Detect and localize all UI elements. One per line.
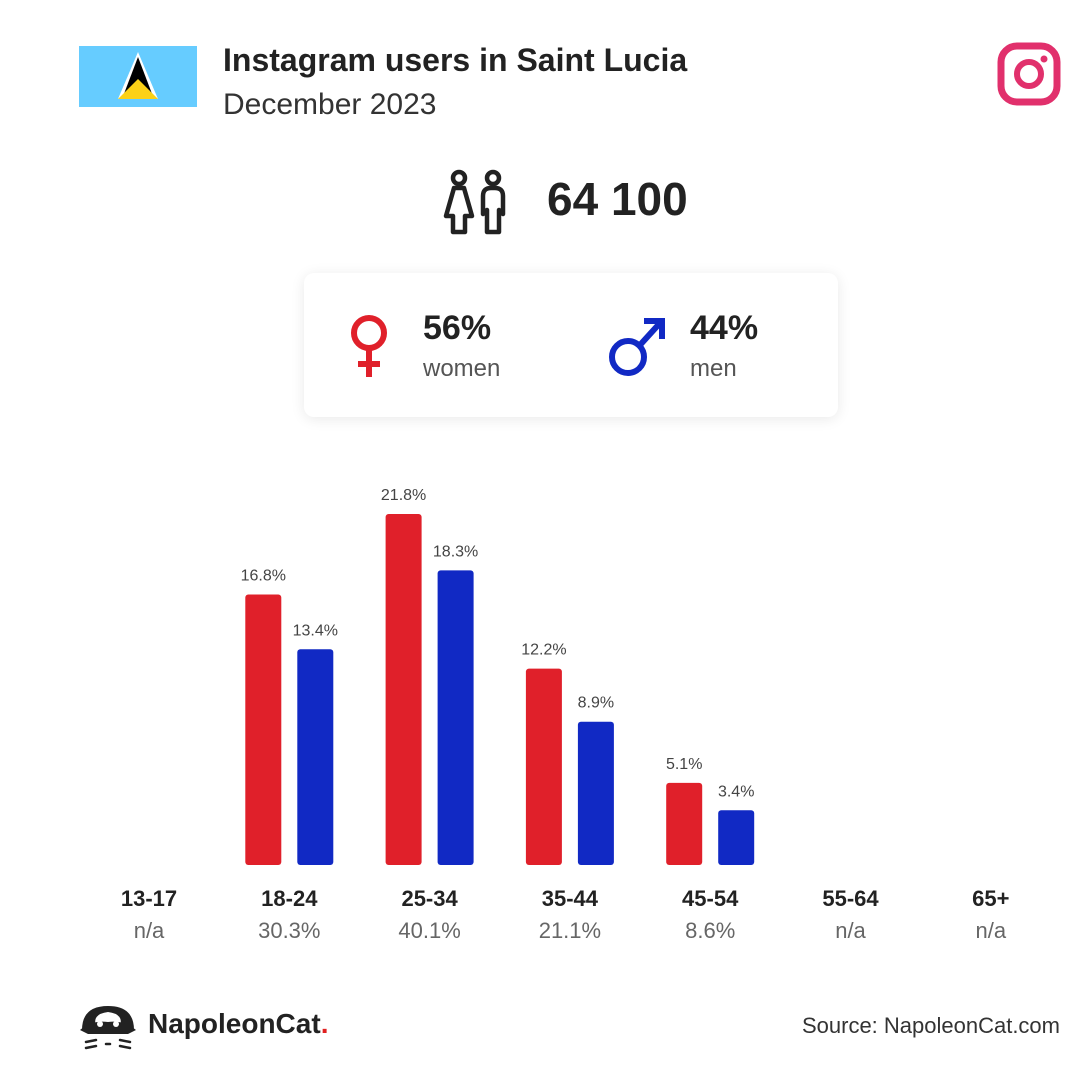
category-label-65+: 65+ (972, 886, 1009, 911)
age-gender-bar-chart: 13-17 n/a 16.8% 13.4% 18-24 30.3% 21.8% 18.3% 25… (121, 487, 1010, 943)
source-credit: Source: NapoleonCat.com (801, 1013, 1060, 1038)
bar-label-men-35-44: 8.9% (578, 695, 614, 712)
page-title: Instagram users in Saint Lucia (223, 42, 688, 78)
bar-women-45-54 (666, 782, 703, 865)
people-icon (443, 169, 506, 235)
men-percent: 44% (690, 309, 759, 347)
bar-label-women-18-24: 16.8% (241, 568, 286, 585)
bar-label-women-45-54: 5.1% (666, 756, 702, 773)
napoleoncat-logo-icon (80, 1006, 136, 1050)
category-label-55-64: 55-64 (822, 886, 879, 911)
bar-label-men-45-54: 3.4% (718, 783, 754, 800)
women-label: women (423, 355, 501, 382)
napoleoncat-brand: NapoleonCat. (148, 1008, 328, 1040)
female-symbol-icon (351, 315, 387, 377)
bar-women-35-44 (525, 668, 562, 865)
category-total-18-24: 30.3% (258, 918, 320, 943)
category-label-35-44: 35-44 (542, 886, 599, 911)
bar-men-25-34 (437, 570, 474, 865)
category-total-45-54: 8.6% (685, 918, 735, 943)
instagram-icon (997, 42, 1061, 106)
bar-men-18-24 (297, 649, 334, 865)
male-symbol-icon (609, 318, 665, 376)
brand-name: NapoleonCat (148, 1008, 321, 1039)
category-total-65+: n/a (976, 918, 1007, 943)
total-users-value: 64 100 (547, 173, 688, 225)
bar-men-35-44 (577, 721, 614, 865)
category-label-13-17: 13-17 (121, 886, 177, 911)
brand-dot: . (320, 1008, 329, 1039)
gender-split-card: 56% women 44% men (304, 273, 838, 417)
bar-label-men-18-24: 13.4% (293, 622, 338, 639)
bar-label-men-25-34: 18.3% (433, 543, 478, 560)
bar-men-45-54 (718, 810, 755, 865)
bar-women-18-24 (245, 594, 282, 865)
bar-women-25-34 (385, 514, 422, 865)
bar-label-women-35-44: 12.2% (521, 642, 566, 659)
category-label-25-34: 25-34 (401, 886, 458, 911)
category-label-45-54: 45-54 (682, 886, 739, 911)
total-users-row: 64 100 (0, 166, 1080, 238)
bar-label-women-25-34: 21.8% (381, 487, 426, 504)
women-percent: 56% (423, 309, 492, 347)
men-label: men (690, 355, 737, 382)
category-total-35-44: 21.1% (539, 918, 601, 943)
page-subtitle: December 2023 (223, 88, 437, 121)
category-label-18-24: 18-24 (261, 886, 318, 911)
category-total-13-17: n/a (134, 918, 165, 943)
saint-lucia-flag (79, 46, 197, 107)
category-total-25-34: 40.1% (398, 918, 460, 943)
category-total-55-64: n/a (835, 918, 866, 943)
